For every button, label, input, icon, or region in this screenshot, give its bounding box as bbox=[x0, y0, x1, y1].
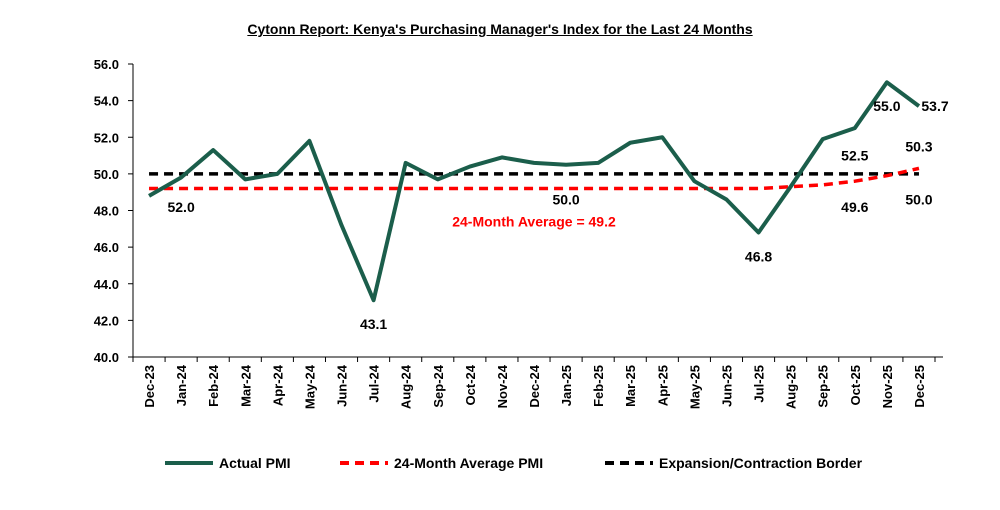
y-tick-label: 52.0 bbox=[94, 130, 119, 145]
y-tick-label: 44.0 bbox=[94, 277, 119, 292]
x-tick-label: Aug-24 bbox=[399, 364, 414, 409]
x-tick-label: Oct-25 bbox=[848, 365, 863, 405]
x-tick-label: Jun-24 bbox=[335, 364, 350, 407]
data-label: 52.5 bbox=[841, 148, 868, 164]
y-tick-label: 46.0 bbox=[94, 240, 119, 255]
x-tick-label: Aug-25 bbox=[784, 365, 799, 409]
legend-label: Actual PMI bbox=[219, 455, 291, 471]
x-tick-label: May-24 bbox=[302, 364, 317, 409]
y-tick-label: 42.0 bbox=[94, 313, 119, 328]
y-tick-label: 56.0 bbox=[94, 57, 119, 72]
chart-title: Cytonn Report: Kenya's Purchasing Manage… bbox=[247, 21, 753, 37]
x-tick-label: Apr-24 bbox=[270, 364, 285, 406]
data-label: 55.0 bbox=[873, 98, 900, 114]
x-tick-label: Jul-24 bbox=[367, 364, 382, 402]
x-tick-label: Dec-23 bbox=[142, 365, 157, 408]
y-tick-label: 48.0 bbox=[94, 204, 119, 219]
x-tick-label: Feb-25 bbox=[591, 365, 606, 407]
data-label: 53.7 bbox=[921, 98, 948, 114]
data-label: 43.1 bbox=[360, 316, 387, 332]
data-label: 46.8 bbox=[745, 248, 772, 264]
x-tick-label: Feb-24 bbox=[206, 364, 221, 407]
data-label: 50.3 bbox=[905, 138, 932, 154]
x-tick-label: Jan-25 bbox=[559, 365, 574, 406]
data-label: 50.0 bbox=[905, 192, 932, 208]
legend-label: 24-Month Average PMI bbox=[394, 455, 543, 471]
x-tick-label: Sep-25 bbox=[816, 365, 831, 408]
x-tick-label: Mar-24 bbox=[238, 364, 253, 407]
x-tick-label: Nov-25 bbox=[880, 365, 895, 408]
x-tick-label: Jan-24 bbox=[174, 364, 189, 406]
x-tick-label: Apr-25 bbox=[655, 365, 670, 406]
x-tick-label: Sep-24 bbox=[431, 364, 446, 407]
legend-label: Expansion/Contraction Border bbox=[659, 455, 863, 471]
x-tick-label: Mar-25 bbox=[623, 365, 638, 407]
data-label: 24-Month Average = 49.2 bbox=[452, 213, 616, 229]
x-tick-label: Oct-24 bbox=[463, 364, 478, 405]
y-tick-label: 50.0 bbox=[94, 167, 119, 182]
x-tick-label: Jul-25 bbox=[752, 365, 767, 403]
x-tick-label: Nov-24 bbox=[495, 364, 510, 408]
data-label: 50.0 bbox=[552, 192, 579, 208]
data-label: 49.6 bbox=[841, 199, 868, 215]
x-tick-label: Jun-25 bbox=[719, 365, 734, 407]
data-label: 52.0 bbox=[167, 199, 194, 215]
y-tick-label: 40.0 bbox=[94, 350, 119, 365]
y-tick-label: 54.0 bbox=[94, 94, 119, 109]
series-line-24-month-average-pmi bbox=[149, 166, 920, 191]
x-tick-label: Dec-25 bbox=[912, 365, 927, 408]
x-tick-label: May-25 bbox=[687, 365, 702, 409]
series-line-actual-pmi bbox=[148, 80, 921, 303]
x-tick-label: Dec-24 bbox=[527, 364, 542, 407]
